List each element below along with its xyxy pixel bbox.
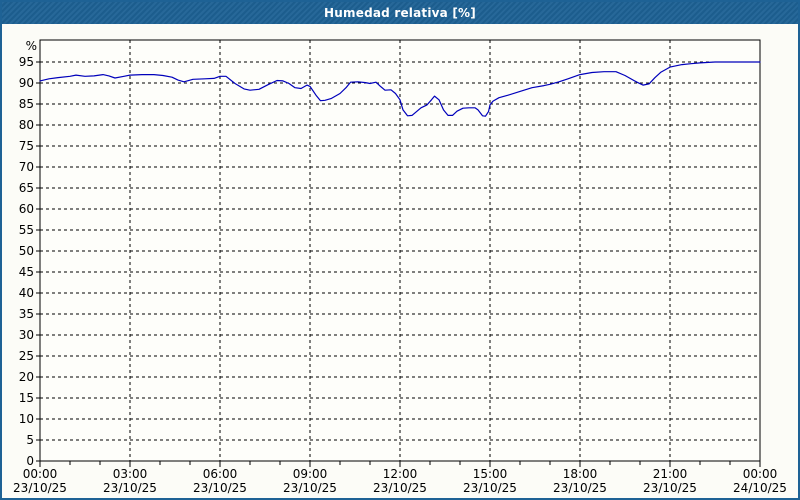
- y-axis-unit-label: %: [26, 39, 37, 53]
- y-tick-label: 15: [19, 391, 34, 405]
- x-tick-time-label: 06:00: [203, 467, 238, 481]
- y-tick-label: 90: [19, 76, 34, 90]
- x-tick-date-label: 24/10/25: [733, 481, 787, 495]
- x-tick-date-label: 23/10/25: [13, 481, 67, 495]
- x-tick-time-label: 18:00: [563, 467, 598, 481]
- chart-title: Humedad relativa [%]: [324, 6, 476, 20]
- y-tick-label: 65: [19, 181, 34, 195]
- y-tick-label: 75: [19, 139, 34, 153]
- y-tick-label: 30: [19, 328, 34, 342]
- x-tick-time-label: 03:00: [113, 467, 148, 481]
- x-tick-date-label: 23/10/25: [373, 481, 427, 495]
- title-bar: Humedad relativa [%]: [2, 2, 798, 24]
- x-tick-time-label: 21:00: [653, 467, 688, 481]
- axis-labels: % 0 5 10 15 20 25 30 35 40 45 50 55 60 65 70 75 80 85 90 95 0…: [13, 39, 787, 495]
- x-tick-time-label: 00:00: [743, 467, 778, 481]
- y-tick-label: 25: [19, 349, 34, 363]
- humidity-line: [39, 61, 761, 117]
- x-tick-date-label: 23/10/25: [463, 481, 517, 495]
- y-tick-label: 70: [19, 160, 34, 174]
- x-tick-time-label: 15:00: [473, 467, 508, 481]
- axes: [36, 39, 761, 467]
- y-tick-label: 50: [19, 244, 34, 258]
- x-tick-date-label: 23/10/25: [283, 481, 337, 495]
- y-tick-label: 95: [19, 55, 34, 69]
- y-tick-label: 45: [19, 265, 34, 279]
- y-tick-label: 55: [19, 223, 34, 237]
- grid: [40, 40, 760, 461]
- y-tick-label: 40: [19, 286, 34, 300]
- x-tick-date-label: 23/10/25: [193, 481, 247, 495]
- y-tick-label: 80: [19, 118, 34, 132]
- y-tick-label: 5: [26, 433, 34, 447]
- y-tick-label: 60: [19, 202, 34, 216]
- x-tick-time-label: 12:00: [383, 467, 418, 481]
- x-tick-time-label: 00:00: [23, 467, 58, 481]
- y-tick-label: 0: [26, 454, 34, 468]
- y-tick-label: 10: [19, 412, 34, 426]
- x-tick-time-label: 09:00: [293, 467, 328, 481]
- x-tick-date-label: 23/10/25: [553, 481, 607, 495]
- y-tick-label: 35: [19, 307, 34, 321]
- y-tick-label: 20: [19, 370, 34, 384]
- x-tick-date-label: 23/10/25: [643, 481, 697, 495]
- y-tick-label: 85: [19, 97, 34, 111]
- x-tick-date-label: 23/10/25: [103, 481, 157, 495]
